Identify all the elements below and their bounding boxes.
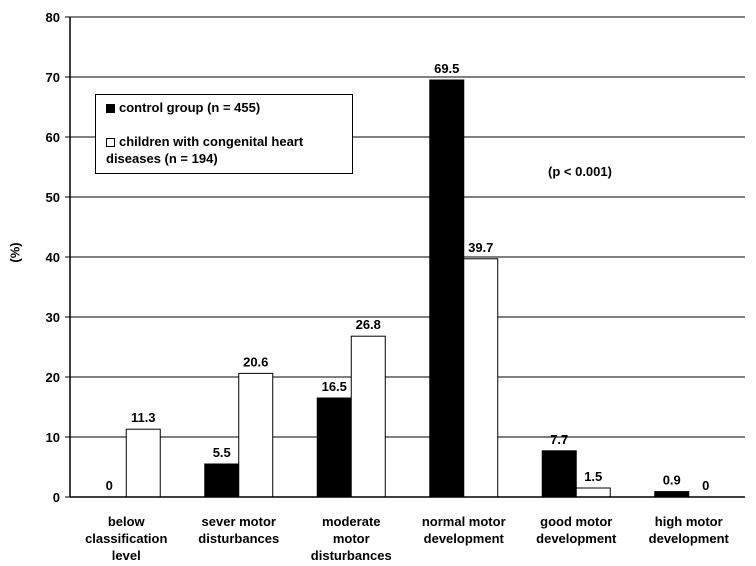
x-category-label-line: development: [536, 531, 617, 546]
y-tick-label: 70: [46, 70, 60, 85]
y-tick-label: 30: [46, 310, 60, 325]
data-label-chd-0: 11.3: [131, 410, 156, 425]
y-tick-label: 50: [46, 190, 60, 205]
legend-label-chd-line2: diseases (n = 194): [106, 151, 218, 166]
x-category-label: normal motor development: [408, 513, 520, 547]
x-category-label: high motor development: [633, 513, 745, 547]
data-label-chd-4: 1.5: [584, 469, 602, 484]
x-category-label-line: below: [107, 514, 145, 529]
data-label-control-4: 7.7: [550, 432, 568, 447]
x-category-label-line: disturbances: [198, 531, 280, 546]
y-tick-label: 0: [53, 490, 60, 505]
legend-swatch-chd: [106, 138, 115, 148]
legend-label-chd-line1: children with congenital heart: [119, 134, 304, 149]
x-category-label-line: normal motor: [421, 514, 506, 529]
bar-control-3: [429, 79, 465, 498]
data-label-chd-3: 39.7: [468, 240, 493, 255]
x-category-label-line: good motor: [540, 514, 613, 529]
data-label-control-3: 69.5: [434, 61, 459, 76]
bar-control-4: [541, 450, 577, 498]
bar-control-5: [654, 491, 690, 498]
y-tick-label: 60: [46, 130, 60, 145]
bar-control-1: [204, 463, 240, 498]
data-label-chd-5: 0: [702, 478, 709, 493]
gridlines: [70, 16, 745, 438]
data-labels: 0 11.3 5.5 20.6 16.5 26.8 69.5 39.7 7.7 1.5 0.9 0: [106, 61, 710, 493]
legend-label-control: control group (n = 455): [119, 100, 261, 115]
x-category-label: below classification level: [70, 513, 182, 564]
data-label-chd-2: 26.8: [356, 317, 381, 332]
legend-entry-chd: children with congenital heart diseases …: [106, 133, 303, 167]
bar-chd-1: [238, 372, 274, 498]
data-label-control-1: 5.5: [213, 445, 231, 460]
data-label-control-5: 0.9: [663, 473, 681, 488]
y-tick-label: 40: [46, 250, 60, 265]
p-value-annotation: (p < 0.001): [548, 164, 612, 179]
data-label-chd-1: 20.6: [243, 354, 268, 369]
y-tick-label: 10: [46, 430, 60, 445]
legend-swatch-control: [106, 104, 115, 114]
x-category-label-line: motor: [332, 531, 370, 546]
x-category-label-line: classification: [85, 531, 168, 546]
y-axis-label: (%): [7, 242, 23, 263]
x-category-label-line: development: [648, 531, 729, 546]
bar-chd-0: [125, 428, 161, 498]
data-label-control-2: 16.5: [322, 379, 347, 394]
x-category-label-line: high motor: [654, 514, 723, 529]
x-category-label-line: disturbances: [310, 548, 392, 563]
x-category-label: sever motor disturbances: [183, 513, 295, 547]
legend: control group (n = 455) children with co…: [95, 94, 353, 174]
x-category-label-line: moderate: [321, 514, 381, 529]
y-axis-ticks: 0 10 20 30 40 50 60 70 80: [46, 10, 70, 505]
x-category-label-line: sever motor: [201, 514, 276, 529]
bars: [125, 79, 690, 498]
data-label-control-0: 0: [106, 478, 113, 493]
y-tick-label: 20: [46, 370, 60, 385]
bar-chd-3: [463, 258, 499, 498]
x-category-label-line: level: [111, 548, 141, 563]
bar-chd-2: [350, 335, 386, 498]
legend-entry-control: control group (n = 455): [106, 99, 260, 116]
x-category-label: good motor development: [520, 513, 632, 547]
bar-control-2: [316, 397, 352, 498]
x-category-label: moderate motor disturbances: [295, 513, 407, 564]
bar-chd-4: [575, 487, 611, 498]
y-tick-label: 80: [46, 10, 60, 25]
x-category-label-line: development: [423, 531, 504, 546]
